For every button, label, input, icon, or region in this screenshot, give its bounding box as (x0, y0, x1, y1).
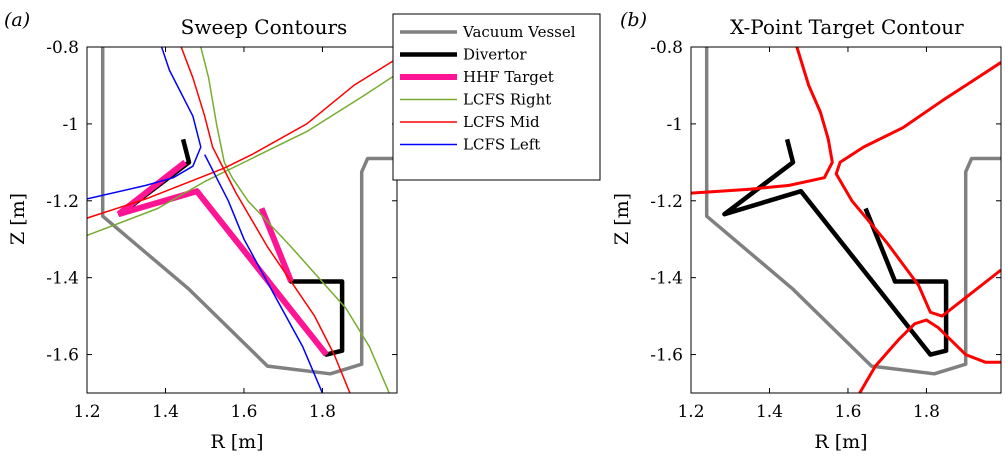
x-tick-label-a: 1.8 (309, 402, 336, 422)
series-target-contour-c-line-b (858, 318, 1001, 393)
series-group-a (87, 47, 397, 393)
x-axis-label-b: R [m] (814, 431, 867, 453)
y-tick-label-a: -1 (62, 115, 79, 135)
chart-title-b: X-Point Target Contour (730, 15, 964, 39)
x-tick-label-a: 1.4 (152, 402, 179, 422)
panel-b: (b) X-Point Target Contour Z [m] R [m] 1… (611, 9, 1002, 453)
series-target-contour-a-line-b (691, 47, 834, 195)
plot-area-a: 1.2 1.4 1.6 1.8 -0.8 -1 -1.2 -1.4 -1.6 (46, 38, 398, 422)
series-lcfs-right-leg2-a (200, 47, 390, 393)
series-lcfs-mid-line-a (87, 57, 397, 219)
series-divertor-line-a (118, 138, 345, 357)
legend-box (392, 13, 601, 181)
series-target-contour-b-line-b (834, 61, 1001, 318)
y-tick-label-b: -1.2 (650, 192, 683, 212)
legend-label-lcfs-mid: LCFS Mid (463, 113, 540, 131)
plot-area-b: 1.2 1.4 1.6 1.8 -0.8 -1 -1.2 -1.4 -1.6 (650, 38, 1002, 422)
y-tick-label-a: -1.4 (46, 269, 79, 289)
series-divertor-line-b (722, 138, 949, 357)
legend-label-lcfs-left: LCFS Left (463, 136, 540, 154)
legend: Vacuum Vessel Divertor HHF Target LCFS Righ… (392, 13, 601, 181)
y-tick-label-b: -0.8 (650, 38, 683, 58)
legend-items: Vacuum Vessel Divertor HHF Target LCFS Righ… (400, 23, 576, 154)
axes-frame-a (86, 46, 398, 394)
y-tick-label-a: -1.2 (46, 192, 79, 212)
series-lcfs-mid-leg2-a (180, 47, 351, 393)
legend-label-vacuum-vessel: Vacuum Vessel (462, 23, 576, 41)
y-tick-label-b: -1.4 (650, 269, 683, 289)
series-vacuum-vessel-line-b (704, 47, 1001, 376)
panel-a: (a) Sweep Contours Z [m] R [m] 1.2 1.4 1.6… (4, 9, 398, 453)
x-axis-label-a: R [m] (210, 431, 263, 453)
x-tick-label-a: 1.6 (230, 402, 257, 422)
legend-label-divertor: Divertor (463, 46, 527, 64)
legend-label-lcfs-right: LCFS Right (463, 91, 551, 109)
series-group-b (691, 47, 1001, 393)
x-tick-label-b: 1.8 (913, 402, 940, 422)
y-axis-label-b: Z [m] (611, 193, 633, 245)
x-tick-label-b: 1.4 (756, 402, 783, 422)
axes-frame-b (690, 46, 1002, 394)
series-lcfs-left-line-a (87, 47, 202, 200)
x-tick-label-a: 1.2 (73, 402, 100, 422)
y-tick-label-a: -0.8 (46, 38, 79, 58)
chart-title-a: Sweep Contours (181, 15, 348, 39)
legend-label-hhf-target: HHF Target (463, 68, 554, 86)
y-axis-label-a: Z [m] (7, 193, 29, 245)
panel-label-a: (a) (4, 9, 30, 31)
x-tick-label-b: 1.6 (834, 402, 861, 422)
series-lcfs-left-leg2-a (204, 154, 324, 393)
series-hhf-target-segment-1-a (117, 188, 329, 357)
series-lcfs-right-line-a (87, 73, 397, 237)
y-tick-label-a: -1.6 (46, 346, 79, 366)
panel-label-b: (b) (620, 9, 647, 31)
x-tick-label-b: 1.2 (677, 402, 704, 422)
y-tick-label-b: -1.6 (650, 346, 683, 366)
series-vacuum-vessel-line-a (100, 47, 397, 376)
y-tick-label-b: -1 (666, 115, 683, 135)
series-hhf-target-segment-0-a (116, 159, 187, 217)
